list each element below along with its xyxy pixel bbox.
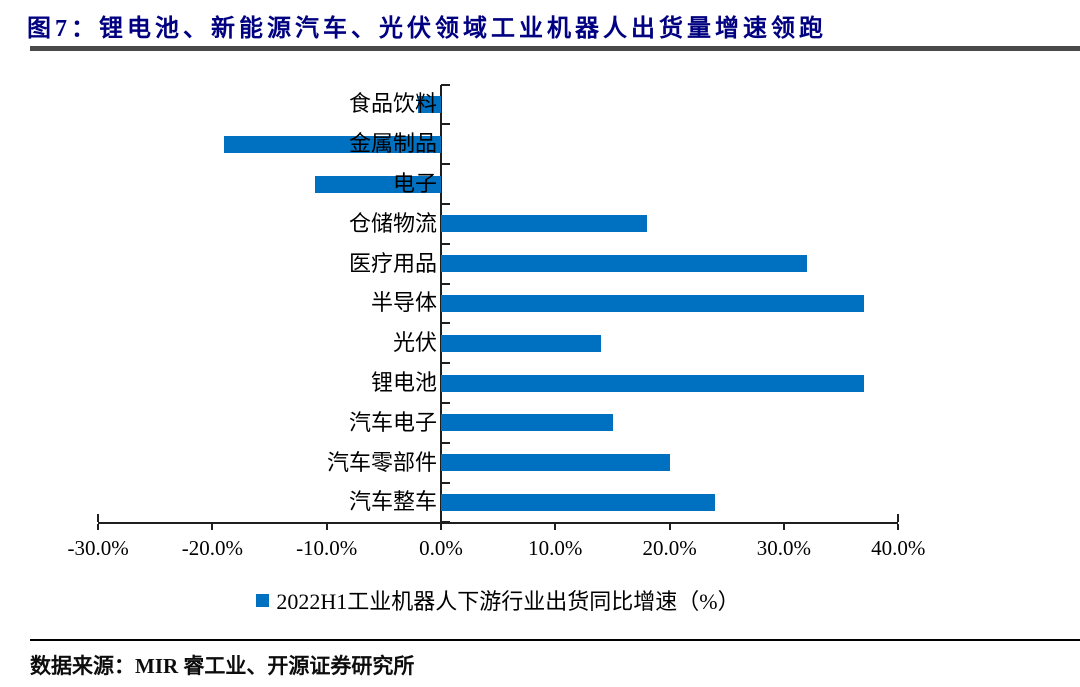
x-axis-tick <box>897 524 900 531</box>
legend: 2022H1工业机器人下游行业出货同比增速（%） <box>0 584 996 616</box>
category-label: 医疗用品 <box>348 250 437 276</box>
x-axis-endcap <box>97 514 100 523</box>
figure-title: 图7：锂电池、新能源汽车、光伏领域工业机器人出货量增速领跑 <box>27 16 827 42</box>
x-tick-label: -30.0% <box>67 536 129 560</box>
bar <box>441 334 601 352</box>
bar <box>441 215 647 233</box>
x-tick-label: 20.0% <box>642 536 697 560</box>
bar <box>223 135 441 153</box>
x-axis-tick <box>782 524 785 531</box>
x-tick-label: -10.0% <box>296 536 358 560</box>
category-label: 汽车零部件 <box>326 449 437 475</box>
x-axis-tick <box>211 524 214 531</box>
x-axis-tick <box>554 524 557 531</box>
x-axis-tick <box>325 524 328 531</box>
category-label: 金属制品 <box>348 131 437 157</box>
category-label: 食品饮料 <box>348 91 437 117</box>
category-label: 电子 <box>392 171 437 196</box>
x-axis-tick <box>440 524 442 531</box>
category-label: 半导体 <box>370 290 437 316</box>
y-axis-tick <box>441 282 450 285</box>
category-label: 光伏 <box>392 330 437 356</box>
bar <box>441 374 864 392</box>
legend-label: 2022H1工业机器人下游行业出货同比增速（%） <box>276 589 740 614</box>
y-axis-tick <box>441 481 450 484</box>
y-axis-tick <box>441 242 450 245</box>
x-axis-tick <box>97 524 100 531</box>
x-tick-label: 10.0% <box>528 536 583 560</box>
bar <box>441 294 864 312</box>
x-axis-endcap <box>897 514 900 523</box>
legend-square-icon <box>256 593 270 607</box>
y-axis-tick <box>441 163 450 166</box>
y-axis-tick <box>441 202 450 205</box>
x-tick-label: 30.0% <box>756 536 812 560</box>
y-axis-tick <box>441 83 450 86</box>
y-axis-tick <box>441 123 450 126</box>
x-tick-label: 0.0% <box>419 536 463 560</box>
x-tick-label: 40.0% <box>871 536 926 560</box>
source-text: 数据来源：MIR 睿工业、开源证券研究所 <box>30 654 415 678</box>
title-divider <box>30 46 1080 51</box>
x-tick-label: -20.0% <box>181 536 244 560</box>
x-axis <box>98 522 899 525</box>
category-label: 锂电池 <box>370 370 437 395</box>
bar <box>315 175 441 193</box>
bar <box>418 95 441 113</box>
y-axis-tick <box>441 362 450 365</box>
bar <box>441 454 670 472</box>
bar <box>441 255 807 273</box>
bar <box>441 414 613 432</box>
category-label: 汽车整车 <box>348 489 437 515</box>
y-axis-tick <box>441 322 450 325</box>
bar <box>441 493 716 511</box>
y-axis-tick <box>441 401 450 404</box>
x-axis-tick <box>668 524 671 531</box>
bar-chart: 食品饮料金属制品电子仓储物流医疗用品半导体光伏锂电池汽车电子汽车零部件汽车整车 -… <box>67 83 926 560</box>
source-divider <box>30 639 1080 641</box>
y-axis-tick <box>441 441 450 444</box>
category-label: 汽车电子 <box>348 409 437 435</box>
category-label: 仓储物流 <box>348 210 437 236</box>
